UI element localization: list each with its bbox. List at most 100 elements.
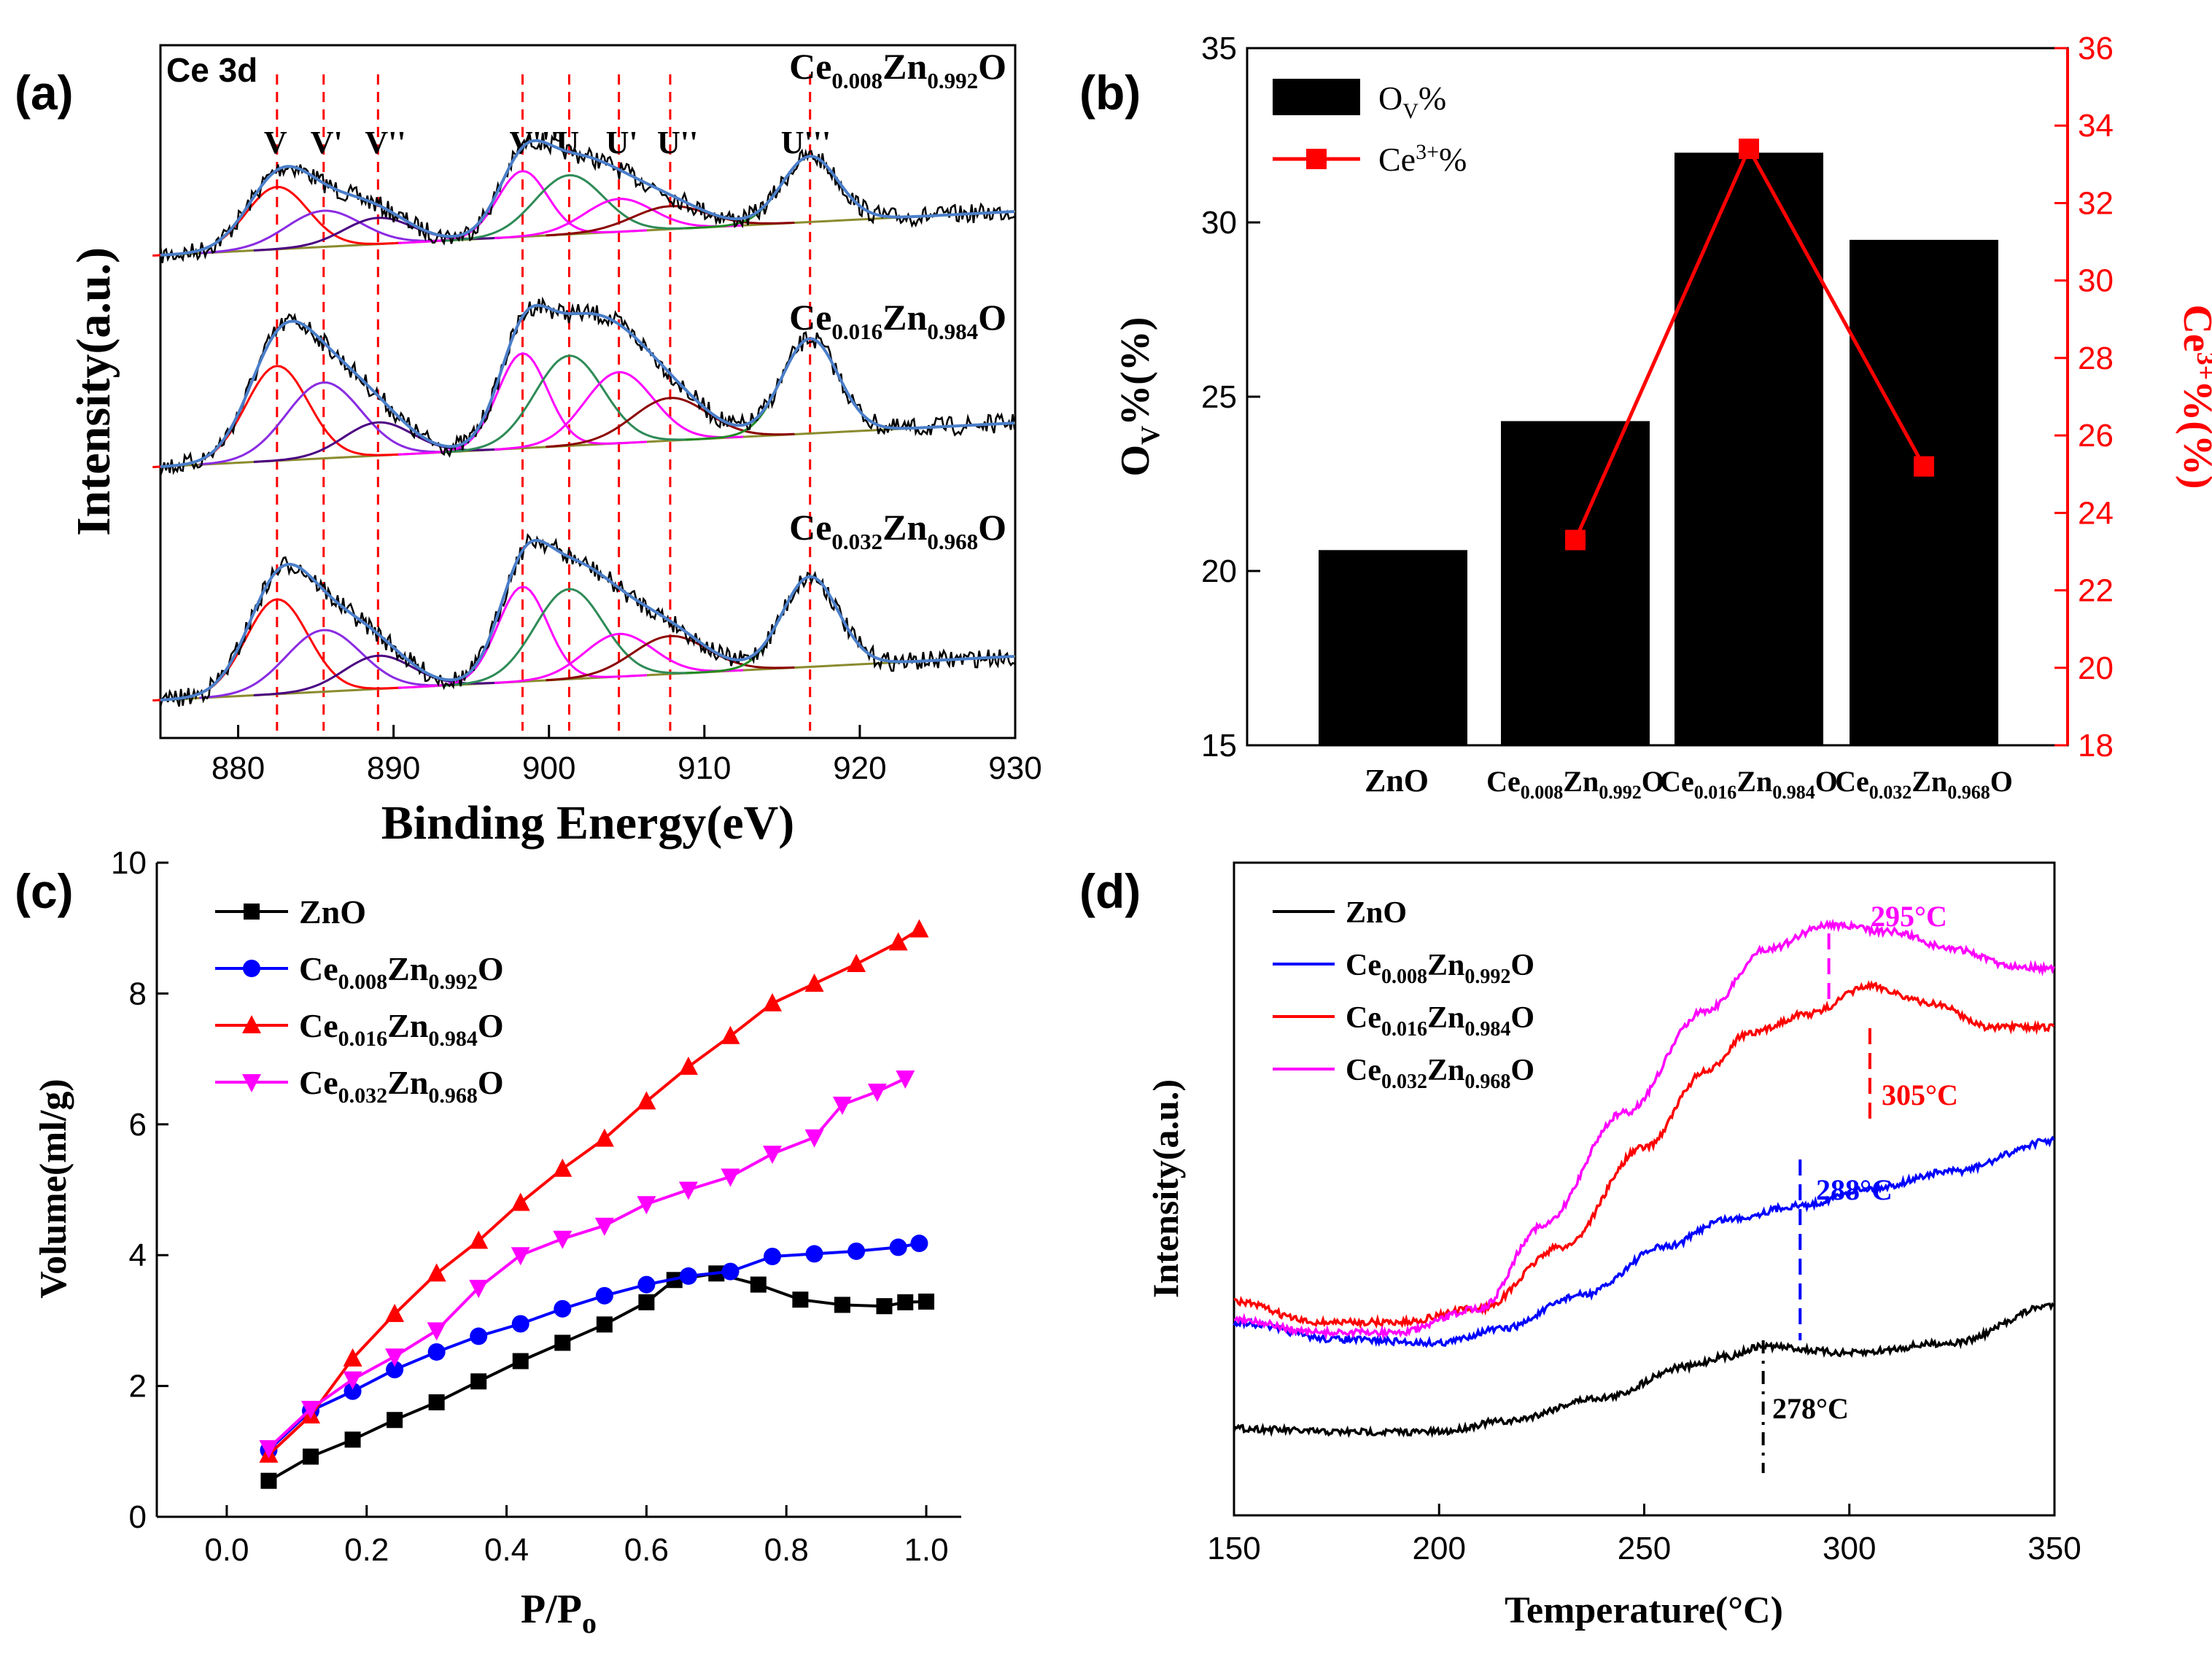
data-point bbox=[910, 1235, 928, 1253]
category-label-3-sub2: 0.968 bbox=[1947, 782, 1990, 803]
series-label-2-suffix: O bbox=[978, 507, 1006, 548]
panel-b-label: (b) bbox=[1079, 66, 1141, 120]
ce3-point bbox=[1739, 139, 1759, 160]
data-point bbox=[343, 1371, 362, 1390]
y2-tick-label: 18 bbox=[2078, 728, 2114, 764]
data-point bbox=[909, 919, 929, 938]
data-point bbox=[888, 932, 908, 951]
legend-label-1-sub1: 0.008 bbox=[1381, 966, 1427, 988]
panel-b-ce3-line bbox=[1565, 139, 1934, 551]
raw-spectrum bbox=[159, 533, 1015, 707]
legend-label-3-suffix: O bbox=[478, 1064, 504, 1101]
component-peak bbox=[494, 198, 744, 239]
component-peak bbox=[199, 209, 449, 255]
y-tick-label: 20 bbox=[1201, 553, 1237, 589]
data-point bbox=[244, 904, 260, 920]
data-point bbox=[242, 1015, 261, 1033]
data-point bbox=[427, 1343, 446, 1361]
category-label-3-prefix: Ce bbox=[1835, 765, 1869, 798]
data-point bbox=[428, 1394, 445, 1411]
panel-c-xlabel-main: P/P bbox=[521, 1587, 582, 1632]
y2-tick-label: 26 bbox=[2078, 418, 2114, 454]
spectrum-1 bbox=[152, 296, 1016, 476]
data-point bbox=[678, 1181, 698, 1200]
data-point bbox=[763, 1146, 783, 1165]
y2-tick-label: 24 bbox=[2078, 495, 2114, 531]
panel-b-legend-line-marker bbox=[1306, 149, 1327, 169]
series-label-0: Ce0.008Zn0.992O bbox=[789, 46, 1006, 93]
y2-tick-label: 36 bbox=[2078, 31, 2114, 66]
data-point bbox=[387, 1412, 403, 1429]
panel-b-y-ticks: 15 20 25 30 35 bbox=[1201, 31, 1260, 764]
category-label-2-sub2: 0.984 bbox=[1772, 782, 1815, 803]
legend-label-3-prefix: Ce bbox=[299, 1064, 338, 1101]
series-label-0-mid: Zn bbox=[882, 46, 927, 87]
x-tick-label: 150 bbox=[1207, 1531, 1260, 1566]
y-tick-label: 2 bbox=[129, 1369, 147, 1404]
bar-3 bbox=[1850, 239, 1998, 745]
panel-a-subtitle: Ce 3d bbox=[166, 51, 257, 89]
data-point bbox=[805, 1245, 823, 1263]
panel-b-legend-bar: OV% bbox=[1378, 79, 1446, 123]
x-tick-label: 890 bbox=[367, 750, 420, 786]
component-peak bbox=[199, 629, 449, 699]
series-label-1-mid: Zn bbox=[882, 297, 927, 338]
data-point bbox=[243, 960, 260, 977]
category-label-3-mid: Zn bbox=[1912, 765, 1947, 798]
legend-label-3-sub1: 0.032 bbox=[338, 1084, 388, 1108]
x-tick-label: 1.0 bbox=[904, 1532, 948, 1568]
data-point bbox=[303, 1448, 319, 1465]
series-0-curve bbox=[1233, 1302, 2055, 1439]
y-tick-label: 30 bbox=[1201, 205, 1237, 241]
legend-label-3-prefix: Ce bbox=[1346, 1054, 1381, 1087]
x-tick-label: 910 bbox=[678, 750, 731, 786]
panel-a-xps-spectra: (a) Ce 3d V V' V'' V'''U U' U'' U''' Ce0.008Zn… bbox=[15, 44, 1042, 850]
data-point bbox=[301, 1400, 321, 1419]
series-label-2-sub2: 0.968 bbox=[927, 529, 978, 554]
legend-label-1-suffix: O bbox=[478, 950, 504, 987]
component-peak bbox=[444, 354, 694, 454]
category-label-3: Ce0.032Zn0.968O bbox=[1835, 765, 2013, 803]
panel-d-ylabel: Intensity(a.u.) bbox=[1145, 1079, 1186, 1298]
x-tick-label: 250 bbox=[1618, 1531, 1671, 1566]
panel-b-ylabel-sub: V bbox=[1136, 426, 1165, 445]
series-label-1: Ce0.016Zn0.984O bbox=[789, 297, 1006, 344]
series-line bbox=[268, 928, 920, 1456]
ce3-point bbox=[1914, 456, 1934, 477]
peak-label: V' bbox=[311, 125, 343, 160]
series-label-1-sub1: 0.016 bbox=[831, 319, 882, 344]
legend-label-1-sub2: 0.992 bbox=[1464, 966, 1510, 988]
series-3-curve bbox=[1233, 918, 2055, 1341]
component-peak bbox=[397, 352, 648, 456]
series-line bbox=[268, 1272, 927, 1483]
legend-label-1-prefix: Ce bbox=[1346, 949, 1381, 982]
panel-b-ylabel-tail: %(%) bbox=[1113, 317, 1158, 426]
data-point bbox=[343, 1348, 362, 1367]
spectrum-baseline bbox=[160, 655, 1016, 702]
data-point bbox=[847, 954, 866, 973]
data-point bbox=[595, 1286, 613, 1305]
y-tick-label: 6 bbox=[129, 1107, 147, 1143]
data-point bbox=[344, 1382, 362, 1400]
legend-label-1-mid: Zn bbox=[387, 950, 428, 987]
x-tick-label: 0.6 bbox=[624, 1532, 669, 1568]
data-point bbox=[427, 1263, 446, 1282]
x-tick-label: 0.8 bbox=[764, 1532, 809, 1568]
legend-label-1: Ce0.008Zn0.992O bbox=[299, 950, 504, 994]
y-tick-label: 15 bbox=[1201, 728, 1237, 764]
category-label-0: ZnO bbox=[1365, 763, 1429, 799]
panel-b-ylabel: OV%(%) bbox=[1113, 317, 1165, 477]
data-point bbox=[469, 1230, 489, 1249]
data-point bbox=[876, 1298, 893, 1315]
legend-label-0-prefix: ZnO bbox=[299, 893, 366, 930]
data-point bbox=[470, 1327, 488, 1345]
data-point bbox=[721, 1262, 740, 1281]
panel-a-peak-guides bbox=[276, 74, 812, 731]
category-label-1-suffix: O bbox=[1642, 765, 1664, 798]
data-point bbox=[897, 1294, 914, 1310]
data-point bbox=[469, 1280, 489, 1299]
data-point bbox=[750, 1276, 767, 1293]
series-label-1-sub2: 0.984 bbox=[927, 319, 978, 344]
